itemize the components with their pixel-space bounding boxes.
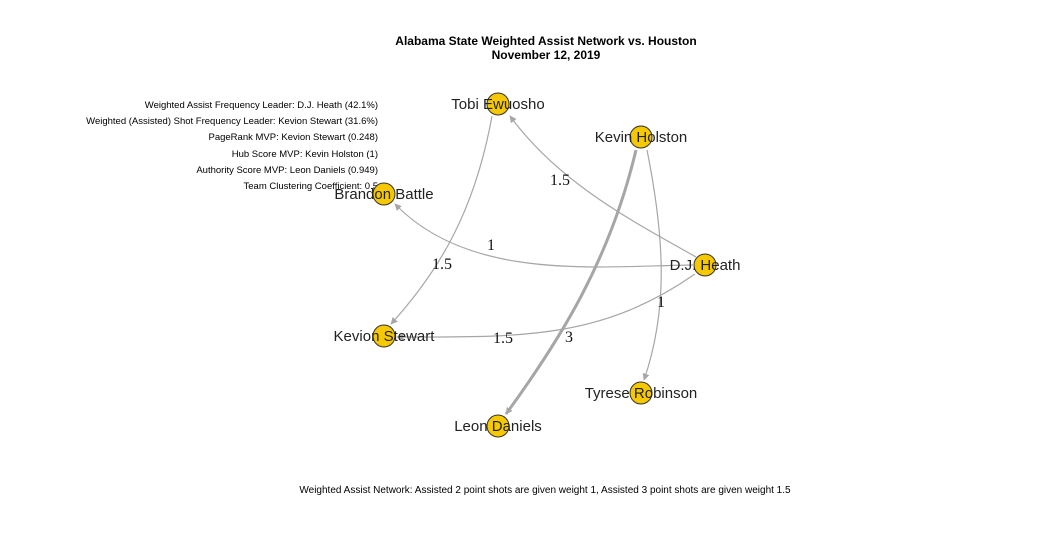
edge-holston-to-daniels xyxy=(504,149,638,415)
node-stewart xyxy=(372,324,396,348)
edge-heath-to-stewart xyxy=(396,273,696,341)
edge-weight-tobi-to-stewart: 1.5 xyxy=(432,256,452,273)
node-label-daniels: Leon Daniels xyxy=(454,418,542,435)
node-label-holston: Kevin Holston xyxy=(595,129,688,146)
edge-weight-heath-to-tobi: 1.5 xyxy=(550,172,570,189)
chart-title-line1: Alabama State Weighted Assist Network vs… xyxy=(395,34,697,48)
stat-clustering: Team Clustering Coefficient: 0.5 xyxy=(243,181,378,193)
edge-weight-holston-to-daniels: 3 xyxy=(565,329,573,346)
stat-authority-mvp: Authority Score MVP: Leon Daniels (0.949… xyxy=(196,164,378,176)
node-label-stewart: Kevion Stewart xyxy=(334,328,436,345)
node-battle xyxy=(372,182,396,206)
edges-layer: 1.5 1 1.5 1.5 3 1 xyxy=(390,115,697,415)
chart-title-line2: November 12, 2019 xyxy=(491,48,601,62)
nodes-layer: Tobi Ewuosho Kevin Holston Brandon Battle D… xyxy=(334,92,741,438)
stat-hub-mvp: Hub Score MVP: Kevin Holston (1) xyxy=(231,148,378,160)
network-caption: Weighted Assist Network: Assisted 2 poin… xyxy=(299,485,791,496)
stat-pagerank-mvp: PageRank MVP: Kevion Stewart (0.248) xyxy=(208,132,378,144)
node-heath xyxy=(693,253,717,277)
node-tobi xyxy=(486,92,510,116)
node-label-battle: Brandon Battle xyxy=(334,186,433,203)
edge-weight-heath-to-stewart: 1.5 xyxy=(493,330,513,347)
edge-tobi-to-stewart xyxy=(390,115,493,325)
node-label-robinson: Tyrese Robinson xyxy=(585,385,698,402)
node-robinson xyxy=(629,381,653,405)
stat-shot-leader: Weighted (Assisted) Shot Frequency Leade… xyxy=(86,116,378,128)
edge-heath-to-battle xyxy=(394,203,694,268)
edge-holston-to-robinson xyxy=(642,149,662,381)
edge-heath-to-tobi xyxy=(509,115,697,258)
edge-weight-heath-to-battle: 1 xyxy=(487,237,495,254)
node-label-tobi: Tobi Ewuosho xyxy=(451,96,544,113)
stats-panel: Weighted Assist Frequency Leader: D.J. H… xyxy=(86,98,378,195)
node-daniels xyxy=(486,414,510,438)
stat-assist-leader: Weighted Assist Frequency Leader: D.J. H… xyxy=(144,100,378,111)
edge-weight-holston-to-robinson: 1 xyxy=(657,294,665,311)
node-holston xyxy=(629,125,653,149)
node-label-heath: D.J. Heath xyxy=(670,257,741,274)
